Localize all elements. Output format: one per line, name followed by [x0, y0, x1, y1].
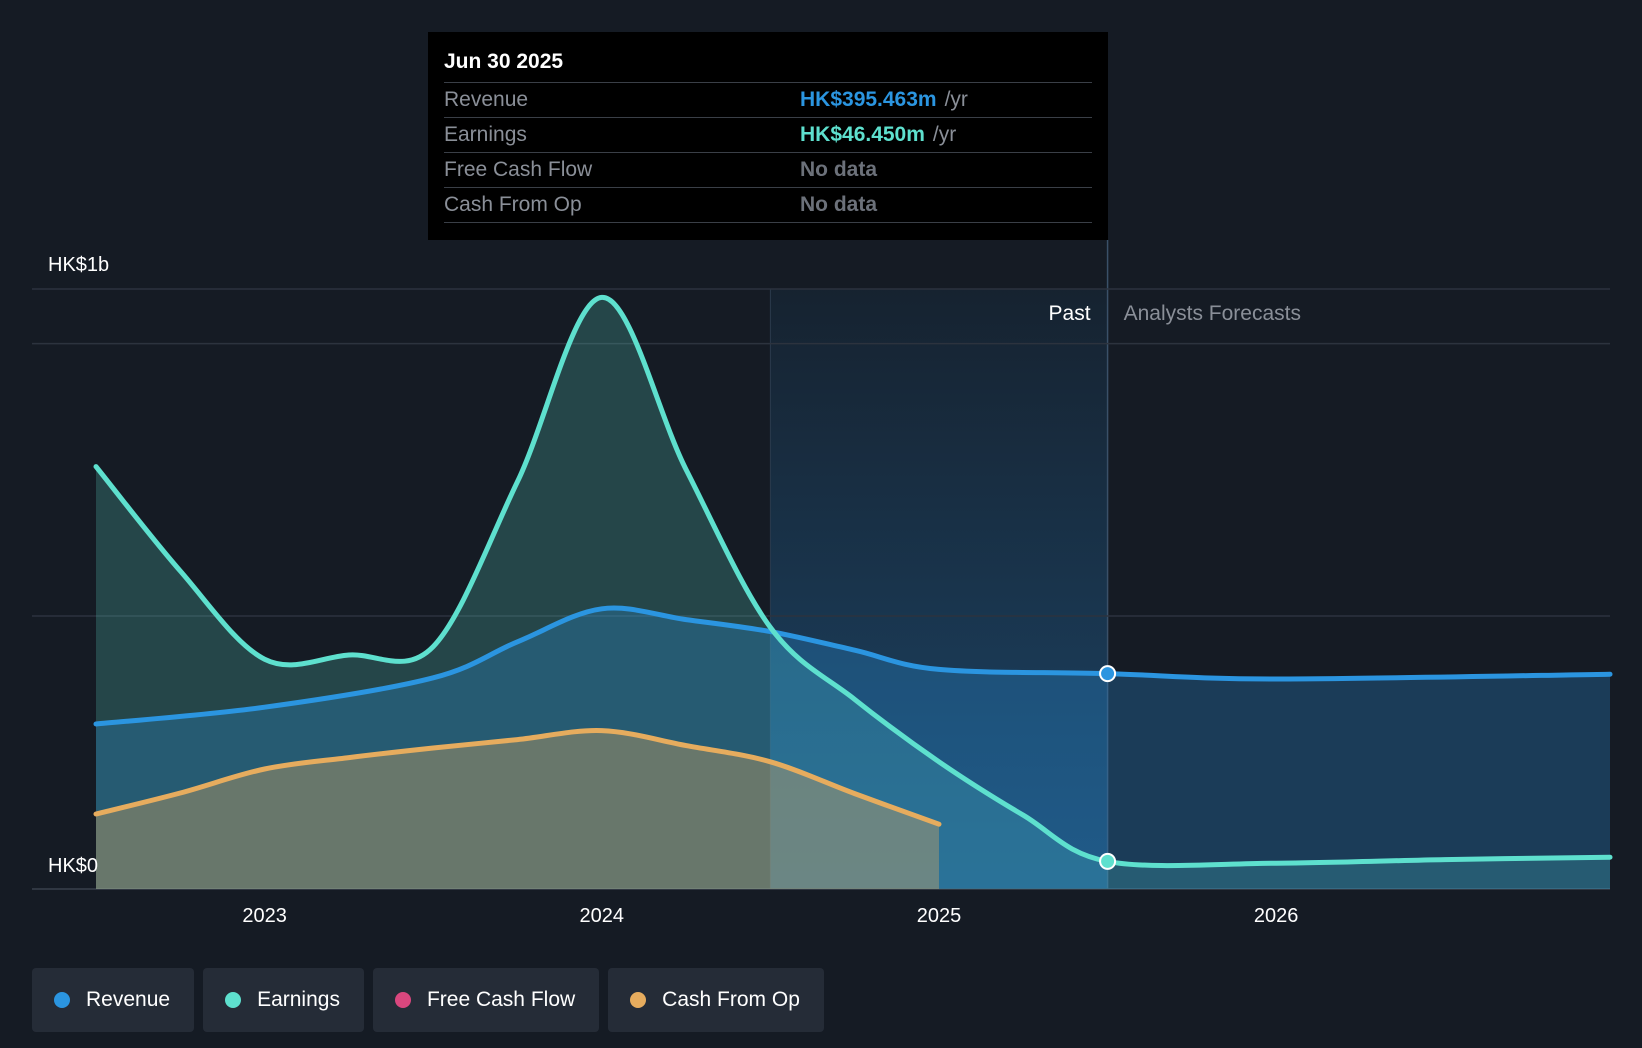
- tooltip-value: No data: [800, 158, 878, 181]
- tooltip-value: HK$395.463m: [800, 88, 937, 111]
- tooltip-row-revenue: Revenue HK$395.463m /yr: [444, 83, 1092, 118]
- tooltip-row-free-cash-flow: Free Cash Flow No data: [444, 153, 1092, 188]
- revenue-area: [96, 608, 1610, 889]
- cash-from-op-area: [96, 730, 939, 889]
- legend-label: Free Cash Flow: [426, 988, 576, 1011]
- forecast-label: Analysts Forecasts: [1124, 302, 1301, 325]
- legend-label: Cash From Op: [662, 988, 800, 1011]
- cash-from-op-dot-icon: [630, 992, 647, 1008]
- tooltip-value: No data: [800, 193, 878, 216]
- legend-item-free-cash-flow[interactable]: Free Cash Flow: [372, 968, 600, 1032]
- x-tick-label: 2026: [1254, 905, 1299, 927]
- legend: Revenue Earnings Free Cash Flow Cash Fro…: [32, 968, 824, 1032]
- revenue-dot-icon: [54, 992, 70, 1008]
- tooltip-label: Cash From Op: [444, 193, 582, 216]
- tooltip-row-earnings: Earnings HK$46.450m /yr: [444, 118, 1092, 153]
- tooltip-unit: /yr: [944, 88, 968, 111]
- tooltip-label: Free Cash Flow: [444, 158, 593, 181]
- free-cash-flow-dot-icon: [394, 992, 411, 1008]
- tooltip-value: HK$46.450m: [800, 123, 925, 146]
- earnings-marker: [1099, 852, 1117, 870]
- legend-item-earnings[interactable]: Earnings: [203, 968, 364, 1032]
- x-tick-label: 2025: [917, 905, 962, 927]
- legend-item-cash-from-op[interactable]: Cash From Op: [608, 968, 824, 1032]
- cash-from-op-line: [93, 728, 942, 827]
- legend-label: Earnings: [257, 988, 340, 1011]
- earnings-dot-icon: [225, 992, 242, 1008]
- past-label: Past: [1049, 302, 1091, 325]
- tooltip-label: Earnings: [444, 123, 527, 146]
- x-tick-label: 2023: [242, 905, 287, 927]
- revenue-line: [93, 605, 1613, 727]
- earnings-area: [96, 297, 1610, 889]
- tooltip-row-cash-from-op: Cash From Op No data: [444, 188, 1092, 223]
- earnings-line: [93, 294, 1613, 869]
- tooltip-date: Jun 30 2025: [444, 46, 1092, 83]
- legend-label: Revenue: [86, 988, 171, 1011]
- tooltip-unit: /yr: [932, 123, 957, 146]
- revenue-marker: [1099, 665, 1117, 683]
- past-region: [770, 289, 1108, 889]
- y-axis-top-label: HK$1b: [48, 254, 109, 276]
- x-tick-label: 2024: [580, 905, 625, 927]
- legend-item-revenue[interactable]: Revenue: [32, 968, 195, 1032]
- tooltip: Jun 30 2025 Revenue HK$395.463m /yr Earn…: [428, 32, 1108, 240]
- y-axis-bottom-label: HK$0: [48, 855, 98, 877]
- tooltip-label: Revenue: [444, 88, 529, 111]
